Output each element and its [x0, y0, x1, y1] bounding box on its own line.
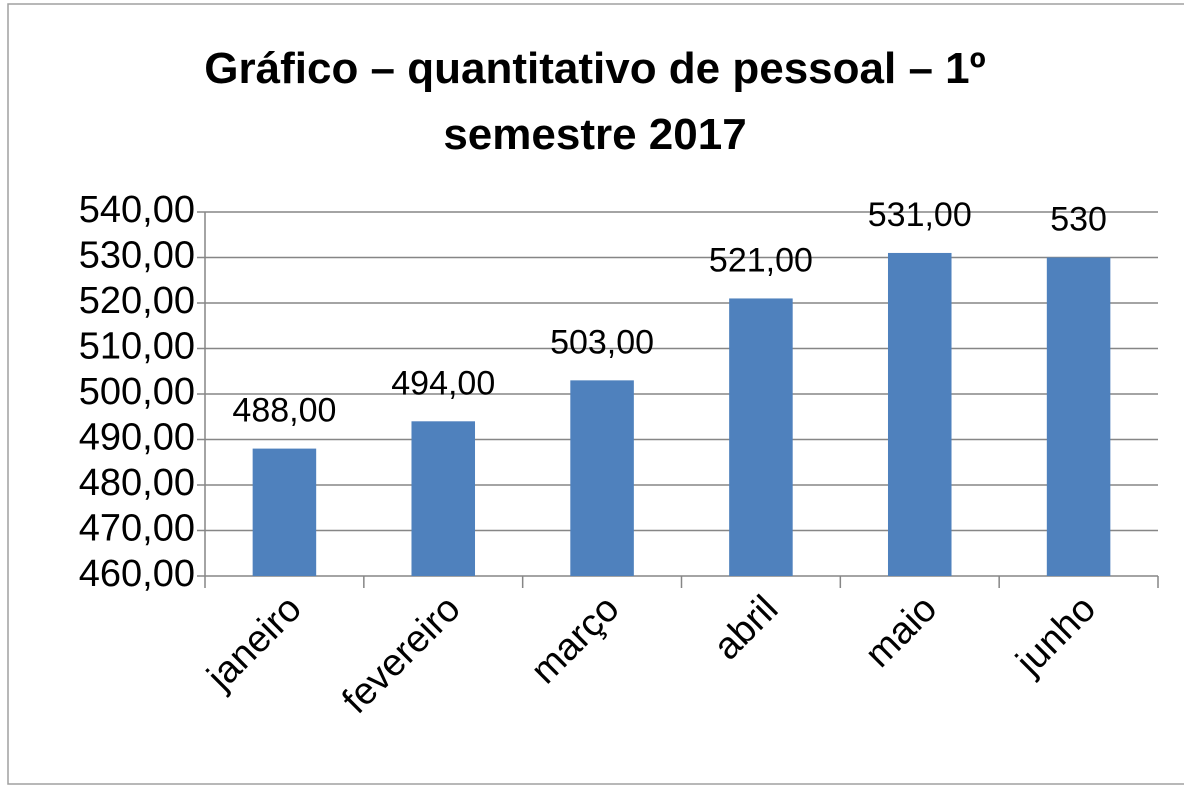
y-tick-label: 460,00: [79, 553, 195, 595]
y-tick-label: 490,00: [79, 417, 195, 459]
x-tick-label: janeiro: [199, 588, 310, 699]
x-tick-label: junho: [1008, 588, 1104, 684]
chart-border: [7, 3, 1184, 785]
y-tick-label: 480,00: [79, 462, 195, 504]
x-tick-label: maio: [857, 588, 945, 676]
x-tick-label: abril: [706, 588, 786, 668]
bar: [411, 421, 476, 576]
y-tick-label: 500,00: [79, 371, 195, 413]
y-tick-label: 510,00: [79, 326, 195, 368]
x-tick-label: fevereiro: [334, 588, 468, 722]
y-tick-label: 530,00: [79, 235, 195, 277]
bar: [570, 380, 634, 576]
data-label: 521,00: [709, 241, 813, 279]
bar: [1046, 257, 1111, 576]
data-label: 531,00: [868, 196, 972, 234]
x-tick-label: março: [523, 588, 627, 692]
data-label: 488,00: [232, 392, 336, 430]
bar: [887, 252, 952, 576]
y-tick-label: 470,00: [79, 508, 195, 550]
bar: [252, 448, 317, 576]
chart-title: Gráfico – quantitativo de pessoal – 1º s…: [204, 44, 986, 159]
data-label: 503,00: [550, 323, 654, 361]
y-tick-label: 540,00: [79, 189, 195, 231]
data-label: 530: [1050, 200, 1107, 238]
data-label: 494,00: [391, 364, 495, 402]
y-tick-label: 520,00: [79, 280, 195, 322]
bar: [729, 298, 793, 576]
